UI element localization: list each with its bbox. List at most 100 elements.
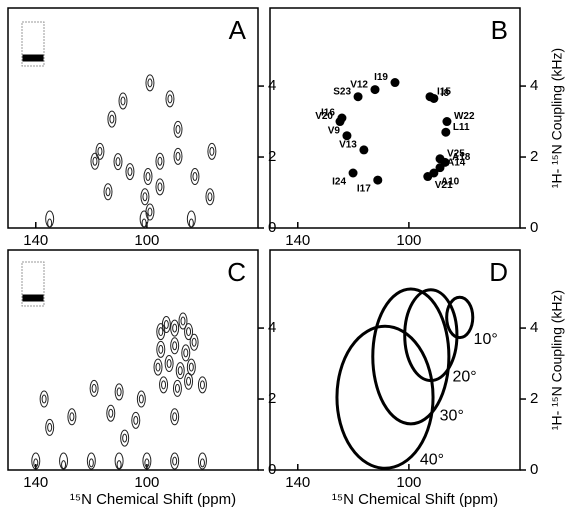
peak [113,153,123,171]
contour [67,408,77,426]
contour [207,192,213,202]
panel-frame [7,7,259,229]
contour [108,408,114,418]
peak [95,142,105,160]
peak [155,152,165,170]
contour [107,110,117,128]
contour [170,337,180,355]
y-tick-label: 0 [530,461,538,478]
contour [186,327,192,337]
contour [172,412,178,422]
contour [95,142,105,160]
peak [59,452,69,470]
contour [109,114,115,124]
peak [205,188,215,206]
point-label: V13 [339,140,357,151]
contour [39,390,49,408]
peak [67,408,77,426]
contour [157,182,163,192]
point-label: A18 [452,152,471,163]
point-label: L11 [453,122,470,133]
contour [133,415,139,425]
y-tick-label: 2 [268,390,276,407]
contour [116,460,122,470]
contour [69,412,75,422]
peak [155,178,165,196]
contour [138,394,144,404]
peak [178,312,188,330]
contour [86,452,96,470]
peak [173,147,183,165]
contour [144,458,150,468]
x-tick-label: 140 [23,232,48,249]
peak [140,188,150,206]
point [442,117,452,127]
peak [170,319,180,337]
peak [114,452,124,470]
contour [145,172,151,182]
point [353,92,363,102]
contour [209,146,215,156]
point [370,85,380,95]
ellipse-label: 10° [474,331,498,348]
contour [199,380,205,390]
point-label: V20 [315,111,333,122]
peak [143,168,153,186]
contour [47,218,53,228]
contour [156,340,166,358]
x-tick-label: 140 [285,232,310,249]
peak [107,110,117,128]
contour [45,418,55,436]
contour [173,120,183,138]
contour [170,452,180,470]
contour [31,452,41,470]
panel-letter: C [227,257,246,287]
peak [45,418,55,436]
x-tick-label: 100 [396,474,421,491]
contour [105,187,111,197]
contour [181,344,191,362]
point-label: S23 [333,86,351,97]
x-tick-label: 100 [134,232,159,249]
peak [114,383,124,401]
ellipse-label: 20° [453,369,477,386]
peak [175,362,185,380]
contour [197,376,207,394]
contour [172,341,178,351]
peak [86,452,96,470]
contour [158,344,164,354]
panel-frame [269,249,521,471]
contour [163,320,169,330]
contour [157,156,163,166]
peak [103,183,113,201]
peak [186,210,196,228]
point-label: A10 [441,177,460,188]
contour [166,359,172,369]
y-tick-label: 4 [268,77,276,94]
contour [33,458,39,468]
peak [125,163,135,181]
y-tick-label: 4 [530,319,538,336]
peak [39,390,49,408]
y-axis-label: ¹H- ¹⁵N Coupling (kHz) [549,48,565,188]
contour [97,146,103,156]
point-label: V9 [328,125,341,136]
tilt-ellipse [445,295,475,340]
y-tick-label: 4 [268,319,276,336]
peak [106,404,116,422]
contour [165,90,175,108]
peak [142,452,152,470]
contour [118,92,128,110]
peak [189,333,199,351]
contour [155,178,165,196]
contour [159,376,169,394]
x-tick-label: 140 [23,474,48,491]
contour [142,192,148,202]
peak [153,358,163,376]
point-label: I17 [357,184,371,195]
contour [115,157,121,167]
peak [145,74,155,92]
contour [158,327,164,337]
contour [184,323,194,341]
